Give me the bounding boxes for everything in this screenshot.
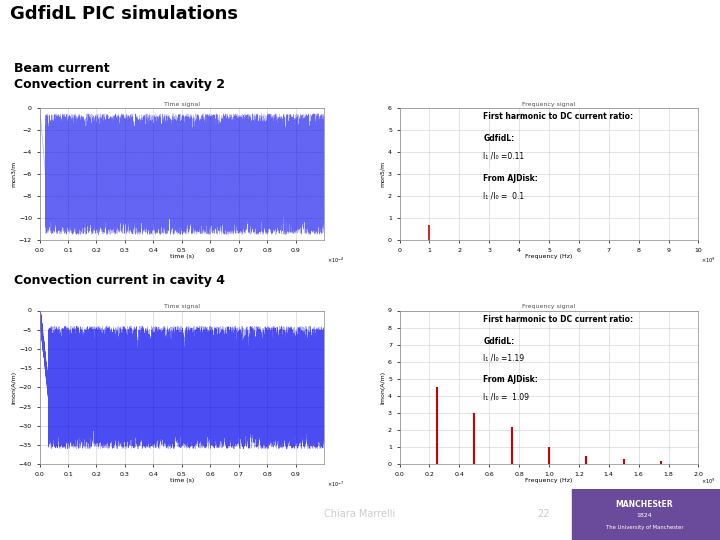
Text: First harmonic to DC current ratio:: First harmonic to DC current ratio: [483, 315, 634, 324]
Bar [572, 489, 720, 540]
Text: GdfidL PIC simulations: GdfidL PIC simulations [10, 5, 238, 23]
X-axis label: time (s): time (s) [170, 478, 194, 483]
Y-axis label: mon5/m: mon5/m [380, 161, 385, 187]
Text: $\times 10^{-4}$: $\times 10^{-4}$ [327, 256, 344, 266]
Title: Time signal: Time signal [163, 305, 199, 309]
Y-axis label: Imon(A/m): Imon(A/m) [380, 371, 385, 404]
Text: Convection current in cavity 4: Convection current in cavity 4 [14, 274, 225, 287]
Text: CERN: CERN [20, 508, 41, 514]
Text: I₁ /I₀ =1.19: I₁ /I₀ =1.19 [483, 354, 524, 362]
Text: $\times 10^{9}$: $\times 10^{9}$ [701, 477, 716, 486]
Text: I₁ /I₀ =  0.1: I₁ /I₀ = 0.1 [483, 191, 524, 200]
Text: 22: 22 [537, 509, 550, 519]
Text: Beam current
Convection current in cavity 2: Beam current Convection current in cavit… [14, 62, 225, 91]
X-axis label: time (s): time (s) [170, 254, 194, 259]
Text: GdfidL:: GdfidL: [483, 134, 515, 144]
Text: MANCHEStER: MANCHEStER [616, 500, 673, 509]
Title: Frequency signal: Frequency signal [523, 102, 575, 107]
Y-axis label: mon3/m: mon3/m [11, 161, 16, 187]
Text: I₁ /I₀ =0.11: I₁ /I₀ =0.11 [483, 152, 524, 161]
Text: Chiara Marrelli: Chiara Marrelli [325, 509, 395, 519]
Text: I₁ /I₀ =  1.09: I₁ /I₀ = 1.09 [483, 392, 529, 401]
Text: The University of Manchester: The University of Manchester [606, 525, 683, 530]
X-axis label: Frequency (Hz): Frequency (Hz) [526, 254, 572, 259]
Text: $\times 10^{-7}$: $\times 10^{-7}$ [327, 480, 344, 489]
X-axis label: Frequency (Hz): Frequency (Hz) [526, 478, 572, 483]
Text: From AJDisk:: From AJDisk: [483, 174, 538, 183]
Text: GdfidL:: GdfidL: [483, 336, 515, 346]
Title: Frequency signal: Frequency signal [523, 305, 575, 309]
Text: From AJDisk:: From AJDisk: [483, 375, 538, 384]
Text: 1824: 1824 [636, 514, 652, 518]
Text: First harmonic to DC current ratio:: First harmonic to DC current ratio: [483, 112, 634, 121]
Text: $\times 10^{9}$: $\times 10^{9}$ [701, 256, 716, 266]
Y-axis label: Imon(A/m): Imon(A/m) [11, 371, 16, 404]
Title: Time signal: Time signal [163, 102, 199, 107]
